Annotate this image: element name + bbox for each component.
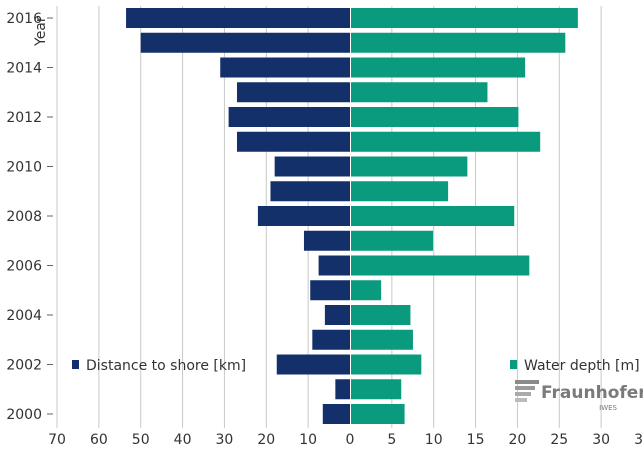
bar-depth-2010	[351, 156, 468, 177]
y-tick-label: 2010	[6, 160, 42, 176]
y-tick-label: 2002	[6, 358, 42, 374]
bar-distance-2007	[303, 230, 350, 251]
bar-distance-2010	[274, 156, 350, 177]
depth-bars	[351, 8, 578, 424]
bar-depth-2015	[351, 32, 566, 53]
y-tick-label: 2014	[6, 61, 42, 77]
y-tick-label: 2012	[6, 110, 42, 126]
bar-depth-2009	[351, 181, 449, 202]
bar-depth-2012	[351, 107, 519, 127]
tick-labels: 7060504030201005101520253035200020022004…	[6, 11, 643, 448]
x-tick-label: 15	[467, 432, 485, 448]
bar-distance-2016	[126, 8, 350, 28]
fraunhofer-logo-text: Fraunhofer	[541, 383, 643, 403]
x-tick-label: 40	[174, 432, 192, 448]
x-tick-label: 20	[257, 432, 275, 448]
bar-distance-2013	[236, 82, 350, 103]
bar-depth-2016	[351, 8, 578, 28]
legend-depth: Water depth [m]	[510, 358, 640, 374]
bar-depth-2006	[351, 255, 530, 276]
bar-distance-2005	[310, 280, 350, 301]
x-tick-label: 20	[509, 432, 527, 448]
y-axis-label: Year	[33, 16, 49, 47]
y-tick-label: 2016	[6, 11, 42, 27]
fraunhofer-logo-sub: IWES	[599, 404, 617, 412]
fraunhofer-logo-icon	[515, 380, 539, 402]
bar-depth-2005	[351, 280, 382, 301]
x-tick-label: 60	[90, 432, 108, 448]
bar-depth-2013	[351, 82, 488, 103]
x-tick-label: 0	[346, 432, 355, 448]
bar-distance-2001	[335, 379, 350, 400]
legend-distance-swatch	[72, 360, 79, 369]
legend-distance-label: Distance to shore [km]	[86, 358, 246, 374]
y-tick-label: 2004	[6, 308, 42, 324]
bar-distance-2015	[140, 32, 350, 53]
bar-distance-2014	[220, 57, 350, 78]
legend-distance: Distance to shore [km]	[72, 358, 246, 374]
x-tick-label: 35	[634, 432, 643, 448]
legend-depth-label: Water depth [m]	[524, 358, 640, 374]
bar-distance-2006	[318, 255, 350, 276]
x-tick-label: 70	[48, 432, 66, 448]
bar-distance-2009	[270, 181, 350, 202]
bar-depth-2003	[351, 329, 413, 350]
x-tick-label: 30	[216, 432, 234, 448]
bar-depth-2002	[351, 354, 422, 375]
x-tick-label: 10	[299, 432, 317, 448]
x-tick-label: 25	[550, 432, 568, 448]
bar-depth-2014	[351, 57, 526, 78]
bar-depth-2008	[351, 206, 515, 226]
x-tick-label: 5	[387, 432, 396, 448]
bar-distance-2012	[228, 107, 350, 127]
distance-bars	[126, 8, 350, 424]
x-tick-label: 50	[132, 432, 150, 448]
x-tick-label: 10	[425, 432, 443, 448]
fraunhofer-logo: Fraunhofer IWES	[515, 380, 643, 412]
bar-depth-2004	[351, 305, 411, 325]
bar-distance-2011	[236, 131, 350, 152]
bar-distance-2002	[276, 354, 350, 375]
y-tick-label: 2006	[6, 259, 42, 275]
y-tick-label: 2008	[6, 209, 42, 225]
bar-distance-2000	[322, 404, 350, 424]
legend-depth-swatch	[510, 360, 517, 369]
bar-depth-2000	[351, 404, 405, 424]
bar-depth-2001	[351, 379, 402, 400]
bar-distance-2004	[324, 305, 350, 325]
bar-depth-2011	[351, 131, 541, 152]
bar-distance-2008	[257, 206, 350, 226]
bar-distance-2003	[312, 329, 350, 350]
x-tick-label: 30	[592, 432, 610, 448]
y-tick-label: 2000	[6, 407, 42, 423]
bar-depth-2007	[351, 230, 434, 251]
